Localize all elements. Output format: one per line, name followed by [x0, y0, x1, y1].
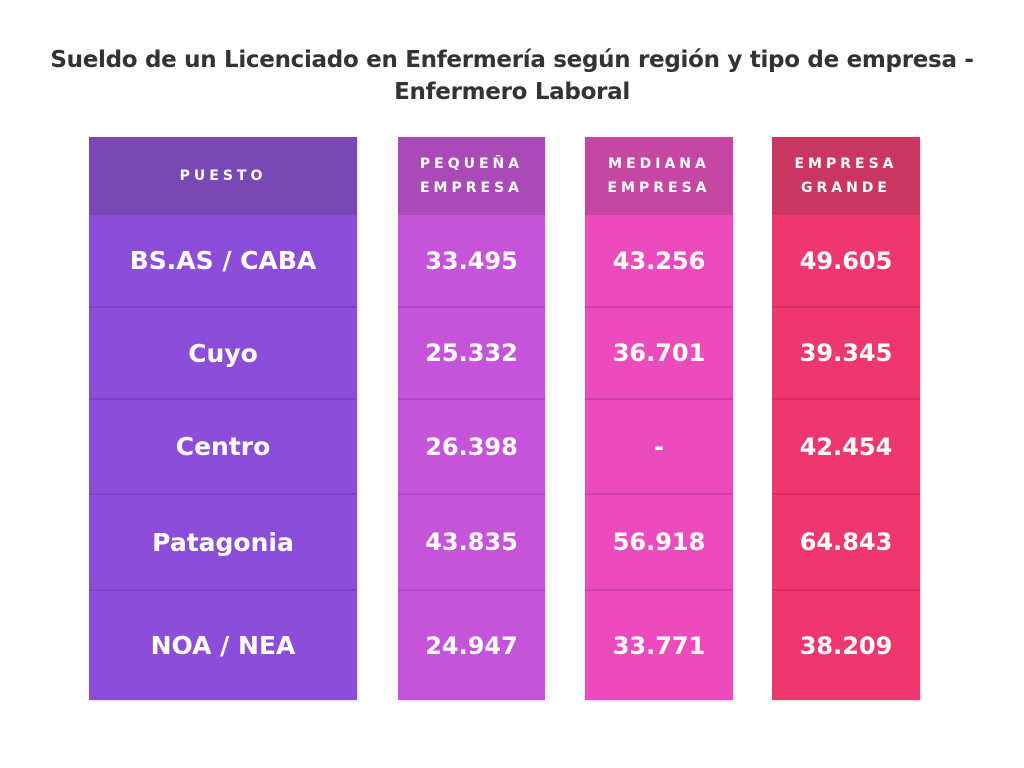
salary-cell: 56.918: [585, 493, 733, 589]
column-2: MEDIANA EMPRESA 43.256 36.701-56.918 33.771: [585, 137, 733, 700]
column-header: MEDIANA EMPRESA: [585, 137, 733, 215]
salary-cell: 24.947: [398, 589, 545, 700]
region-cell: Centro: [89, 398, 357, 493]
region-cell: NOA / NEA: [89, 589, 357, 700]
column-0: PUESTO BS.AS / CABA Cuyo Centro Patagonia NOA…: [89, 137, 357, 700]
salary-cell: 39.345: [772, 306, 920, 398]
region-cell: BS.AS / CABA: [129, 246, 317, 275]
salary-cell: 36.701: [585, 306, 733, 398]
region-cell: Cuyo: [89, 306, 357, 398]
column-3: EMPRESA GRANDE 49.605 39.345 42.454 64.843 38…: [772, 137, 920, 700]
salary-cell: 25.332: [398, 306, 545, 398]
salary-cell: -: [585, 398, 733, 493]
column-header: PEQUEÑA EMPRESA: [398, 137, 545, 215]
salary-cell: 64.843: [772, 493, 920, 589]
column-1: PEQUEÑA EMPRESA 33.495 25.332 26.398 43.835 2…: [398, 137, 545, 700]
salary-cell: 38.209: [772, 589, 920, 700]
salary-cell: 26.398: [398, 398, 545, 493]
page-title: Sueldo de un Licenciado en Enfermería se…: [50, 47, 974, 105]
column-header: EMPRESA GRANDE: [772, 137, 920, 215]
region-cell: Patagonia: [89, 493, 357, 589]
salary-cell: 49.605: [799, 246, 893, 275]
salary-cell: 43.256: [612, 246, 706, 275]
salary-cell: 43.835: [398, 493, 545, 589]
salary-cell: 42.454: [772, 398, 920, 493]
salary-cell: 33.771: [585, 589, 733, 700]
salary-cell: 33.495: [425, 246, 518, 275]
column-header: PUESTO: [89, 137, 357, 215]
